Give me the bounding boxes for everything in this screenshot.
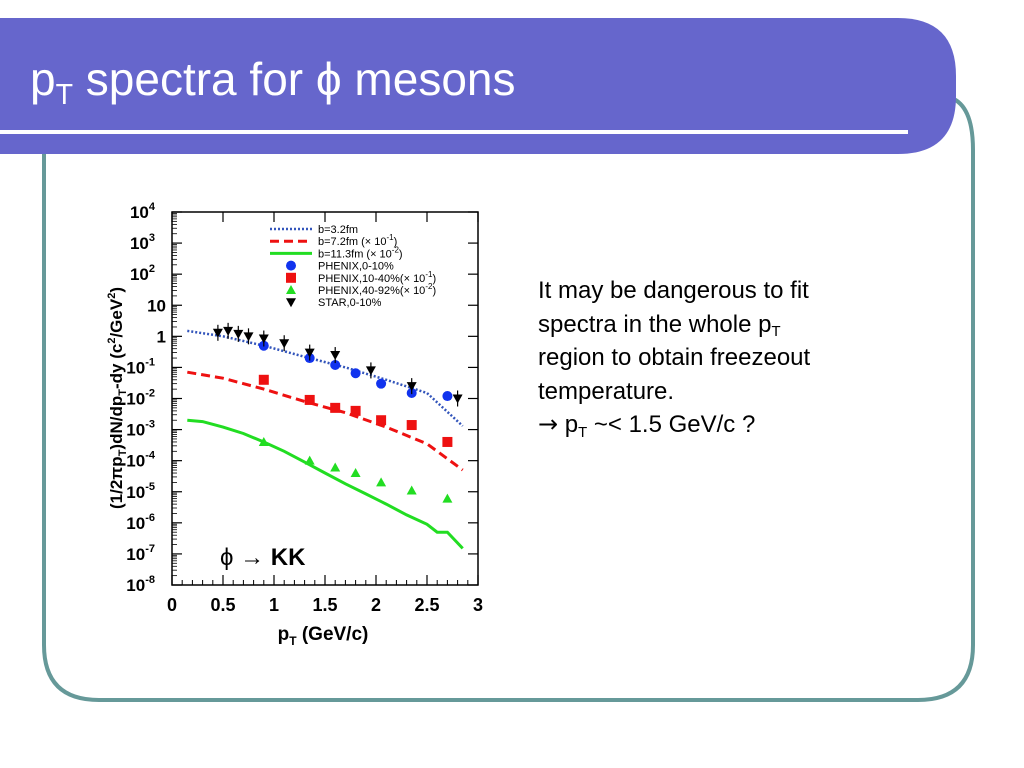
y-tick-label: 10-6	[126, 512, 155, 533]
data-point-s0	[330, 359, 341, 370]
body-text: It may be dangerous to fit spectra in th…	[538, 274, 938, 442]
data-point-s3	[233, 329, 244, 339]
curve-0	[187, 329, 464, 427]
data-point-s3	[223, 326, 234, 336]
x-tick-label: 0	[167, 595, 177, 615]
body-line: spectra in the whole pT	[538, 310, 781, 341]
legend-swatch	[286, 285, 296, 294]
data-point-s3	[243, 332, 254, 342]
data-point-s1	[442, 436, 453, 447]
legend-swatch	[286, 260, 296, 271]
data-point-s3	[212, 328, 223, 338]
curve-1	[187, 370, 464, 472]
legend-swatch	[286, 272, 296, 283]
y-tick-label: 10-3	[126, 419, 155, 440]
data-point-s3	[452, 394, 463, 404]
y-tick-label: 10-4	[126, 450, 156, 471]
body-line: region to obtain freezeout	[538, 344, 811, 372]
data-point-s0	[376, 378, 387, 389]
data-point-s1	[350, 405, 361, 416]
y-tick-label: 102	[130, 263, 155, 284]
title-banner	[0, 18, 956, 154]
data-point-s2	[304, 455, 315, 465]
data-point-s1	[376, 415, 387, 426]
chart-background	[113, 188, 498, 658]
data-point-s2	[330, 462, 341, 472]
arrow-icon: →	[538, 410, 559, 439]
data-point-s3	[365, 366, 376, 376]
model-curves	[187, 329, 464, 550]
legend-label: STAR,0-10%	[318, 297, 382, 309]
data-point-s1	[304, 394, 315, 405]
y-tick-label: 10-7	[126, 543, 155, 564]
y-axis-ticks: 10-8 10-7 10-6 10-5 10-4 10-3 10-2 10-11 10 102 10…	[126, 201, 478, 595]
legend-label: b=7.2fm (× 10-1)	[318, 233, 397, 248]
legend-swatch	[286, 298, 296, 308]
data-point-s0	[350, 368, 361, 379]
x-tick-label: 3	[473, 595, 483, 615]
data-point-s3	[406, 382, 417, 392]
data-points	[212, 322, 463, 503]
data-point-s1	[258, 374, 269, 385]
y-tick-label: 10-1	[126, 356, 155, 377]
content-frame	[42, 94, 975, 702]
data-point-s3	[330, 351, 341, 361]
x-tick-label: 1	[269, 595, 279, 615]
y-tick-label: 10-5	[126, 481, 155, 502]
y-axis-label: (1/2πpT)dN/dpT-dy (c2/GeV2)	[106, 287, 129, 509]
x-tick-label: 2	[371, 595, 381, 615]
data-point-s3	[304, 348, 315, 358]
data-point-s3	[258, 334, 269, 344]
y-tick-label: 10-2	[126, 388, 155, 409]
data-point-s2	[406, 485, 417, 495]
data-point-s3	[279, 339, 290, 349]
data-point-s2	[350, 468, 361, 478]
y-tick-label: 10-8	[126, 574, 155, 595]
legend-label: PHENIX,0-10%	[318, 261, 394, 273]
x-axis-ticks: 0 0.5 1 1.5 2 2.5 3	[167, 212, 483, 615]
y-tick-label: 104	[130, 201, 156, 222]
x-axis-label: pT (GeV/c)	[278, 624, 369, 648]
body-line: temperature.	[538, 377, 675, 405]
legend-label: PHENIX,10-40%(× 10-1)	[318, 270, 436, 285]
data-point-s0	[442, 391, 453, 402]
y-tick-label: 1	[157, 327, 166, 346]
data-point-s1	[406, 420, 417, 431]
data-point-s2	[376, 477, 387, 487]
body-bullet: → pT ~< 1.5 GeV/c ?	[538, 410, 756, 442]
legend-label: b=3.2fm	[318, 224, 358, 236]
data-point-s2	[258, 436, 269, 446]
decay-annotation: ϕ → KK	[220, 544, 306, 571]
x-tick-label: 2.5	[414, 595, 439, 615]
y-tick-label: 10	[147, 296, 166, 315]
page-title: pT spectra for ϕ mesons	[30, 53, 516, 112]
x-tick-label: 1.5	[312, 595, 337, 615]
data-point-s2	[442, 493, 453, 503]
curve-2	[187, 418, 464, 550]
x-tick-label: 0.5	[210, 595, 235, 615]
legend-label: PHENIX,40-92%(× 10-2)	[318, 282, 436, 297]
title-underline	[0, 130, 908, 134]
body-line: It may be dangerous to fit	[538, 277, 809, 304]
data-point-s1	[330, 402, 341, 413]
y-tick-label: 103	[130, 232, 155, 253]
legend-label: b=11.3fm (× 10-2)	[318, 245, 403, 260]
